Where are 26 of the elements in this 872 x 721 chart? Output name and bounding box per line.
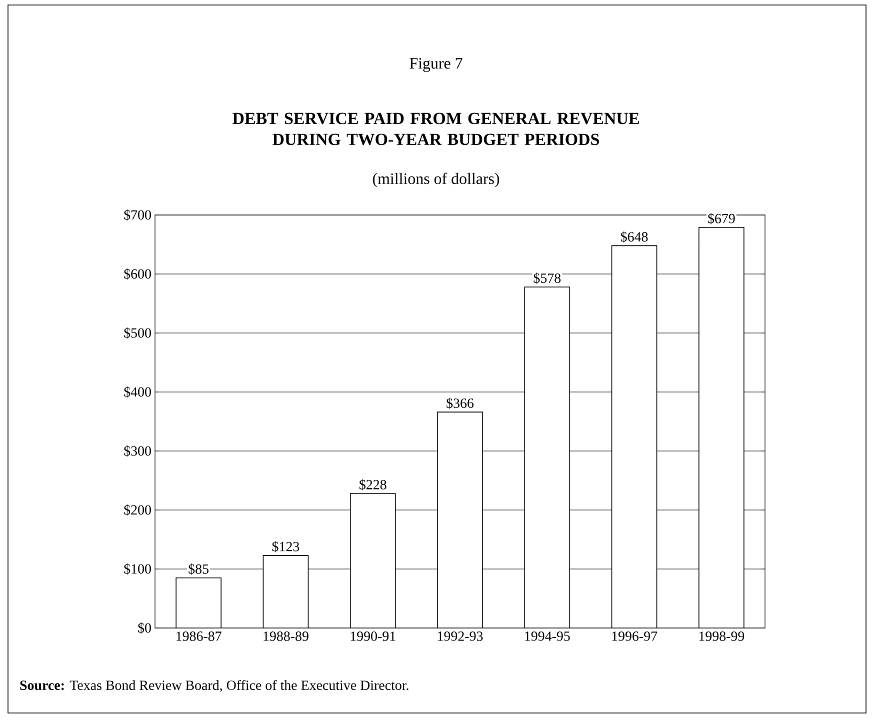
x-tick-label: 1992-93 bbox=[438, 632, 483, 641]
x-tick-label: 1986-87 bbox=[176, 632, 222, 641]
y-tick-label: $300 bbox=[124, 445, 151, 457]
data-label: $578 bbox=[534, 272, 561, 284]
chart-subtitle: (millions of dollars) bbox=[372, 172, 500, 188]
x-tick-label: 1996-97 bbox=[612, 632, 658, 641]
y-tick-label: $200 bbox=[124, 504, 151, 516]
chart-title: DEBT SERVICE PAID FROM GENERAL REVENUE DURING TWO-YEAR BUDGET PERIODS bbox=[232, 112, 639, 146]
x-tick-label: 1990-91 bbox=[350, 632, 396, 641]
y-tick-label: $100 bbox=[124, 563, 151, 575]
x-tick-label: 1998-99 bbox=[699, 632, 744, 641]
y-tick-label: $0 bbox=[138, 622, 151, 634]
data-label: $648 bbox=[620, 231, 648, 242]
y-tick-label: $400 bbox=[124, 386, 151, 398]
data-label: $679 bbox=[708, 213, 735, 224]
data-label: $85 bbox=[188, 563, 208, 575]
y-tick-label: $700 bbox=[124, 209, 151, 221]
y-tick-label: $600 bbox=[124, 268, 151, 280]
text: Source: Texas Bond Review Board, Office of the Executive Director. bbox=[20, 680, 408, 692]
x-tick-label: 1988-89 bbox=[264, 632, 308, 641]
data-label: $123 bbox=[272, 541, 300, 552]
y-tick-label: $500 bbox=[124, 327, 151, 339]
caption: Figure 7 bbox=[410, 58, 462, 72]
data-label: $228 bbox=[360, 479, 386, 490]
x-tick-label: 1994-95 bbox=[525, 632, 570, 641]
data-label: $366 bbox=[446, 398, 474, 409]
